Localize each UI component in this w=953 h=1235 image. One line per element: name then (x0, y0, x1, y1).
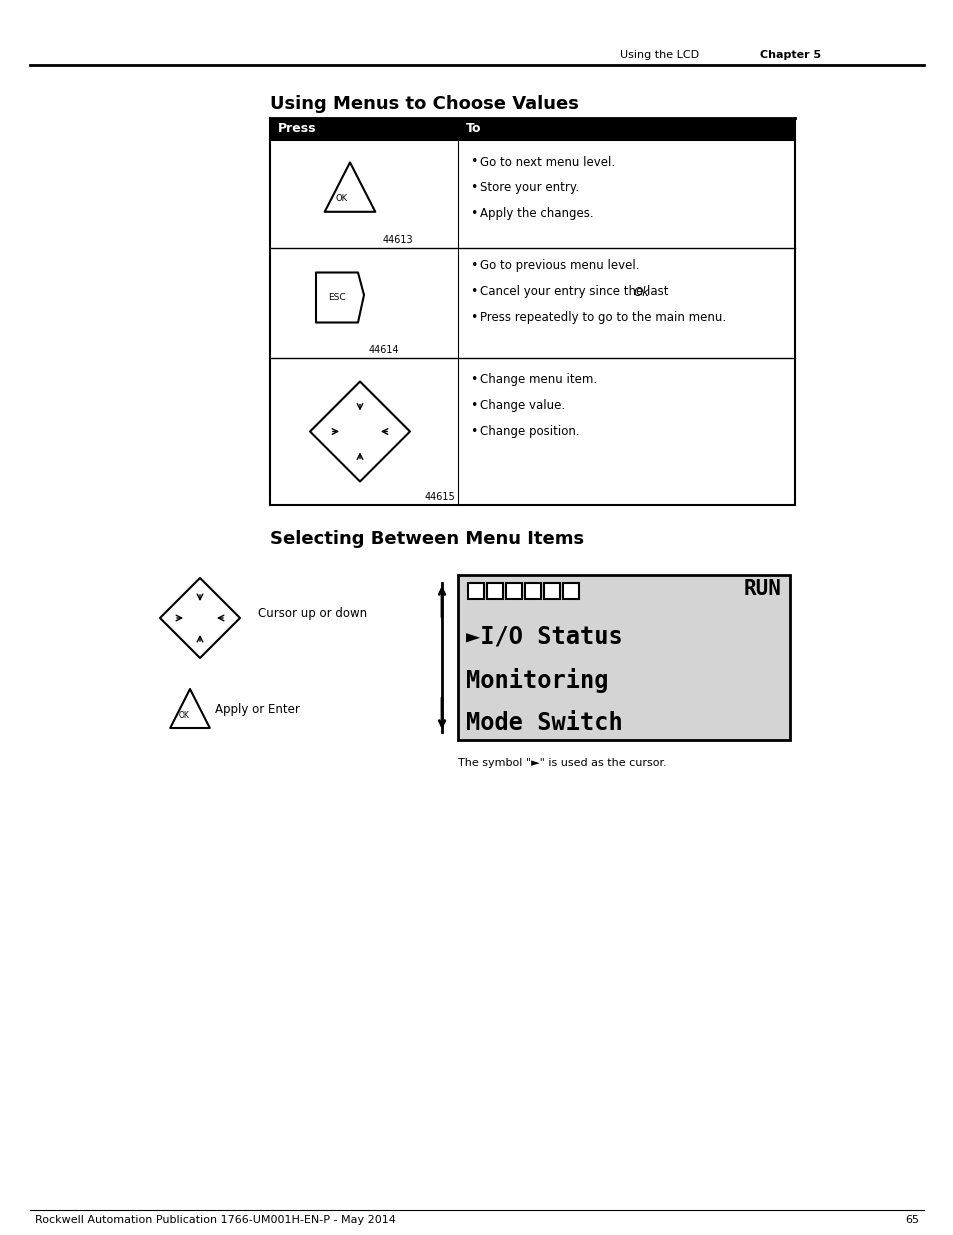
Text: 44613: 44613 (382, 235, 413, 245)
Text: Ok: Ok (633, 285, 649, 299)
Text: Using Menus to Choose Values: Using Menus to Choose Values (270, 95, 578, 112)
Text: Monitoring: Monitoring (465, 668, 608, 693)
Text: •: • (470, 207, 476, 221)
Text: •: • (470, 182, 476, 194)
Text: The symbol "►" is used as the cursor.: The symbol "►" is used as the cursor. (457, 758, 666, 768)
Bar (524, 583, 540, 599)
Bar (562, 583, 578, 599)
Text: Change menu item.: Change menu item. (479, 373, 597, 387)
Text: 65: 65 (904, 1215, 918, 1225)
Text: Go to previous menu level.: Go to previous menu level. (479, 259, 639, 273)
Text: OK: OK (178, 711, 190, 720)
Text: Rockwell Automation Publication 1766-UM001H-EN-P - May 2014: Rockwell Automation Publication 1766-UM0… (35, 1215, 395, 1225)
Text: •: • (470, 426, 476, 438)
Text: Cursor up or down: Cursor up or down (257, 606, 367, 620)
Bar (457, 576, 789, 740)
Text: RUN: RUN (743, 579, 781, 599)
Text: Go to next menu level.: Go to next menu level. (479, 156, 615, 168)
Bar (468, 583, 483, 599)
Text: Store your entry.: Store your entry. (479, 182, 578, 194)
Polygon shape (324, 162, 375, 211)
Text: •: • (470, 259, 476, 273)
Text: •: • (470, 311, 476, 325)
Text: Mode Switch: Mode Switch (465, 711, 622, 735)
Text: Apply or Enter: Apply or Enter (215, 704, 300, 716)
Text: •: • (470, 156, 476, 168)
Text: ESC: ESC (328, 293, 345, 303)
Text: Press: Press (277, 122, 316, 136)
Polygon shape (315, 273, 364, 322)
Polygon shape (160, 578, 240, 658)
Text: 44615: 44615 (424, 492, 456, 501)
Text: ►I/O Status: ►I/O Status (465, 625, 622, 650)
Text: Cancel your entry since the last: Cancel your entry since the last (479, 285, 672, 299)
Polygon shape (170, 689, 210, 727)
Text: •: • (470, 373, 476, 387)
Text: To: To (465, 122, 481, 136)
Polygon shape (310, 382, 410, 482)
Text: Using the LCD: Using the LCD (619, 49, 699, 61)
Bar (505, 583, 521, 599)
Text: Selecting Between Menu Items: Selecting Between Menu Items (270, 530, 583, 548)
Text: Press repeatedly to go to the main menu.: Press repeatedly to go to the main menu. (479, 311, 725, 325)
Text: OK: OK (335, 194, 348, 203)
Text: •: • (470, 285, 476, 299)
Text: 44614: 44614 (369, 345, 399, 354)
Text: Apply the changes.: Apply the changes. (479, 207, 593, 221)
Text: Change value.: Change value. (479, 399, 564, 412)
Text: .: . (644, 285, 647, 299)
Bar (270, 119, 794, 140)
Bar (543, 583, 559, 599)
Text: Change position.: Change position. (479, 426, 579, 438)
Bar (486, 583, 502, 599)
Text: •: • (470, 399, 476, 412)
Text: Chapter 5: Chapter 5 (760, 49, 821, 61)
